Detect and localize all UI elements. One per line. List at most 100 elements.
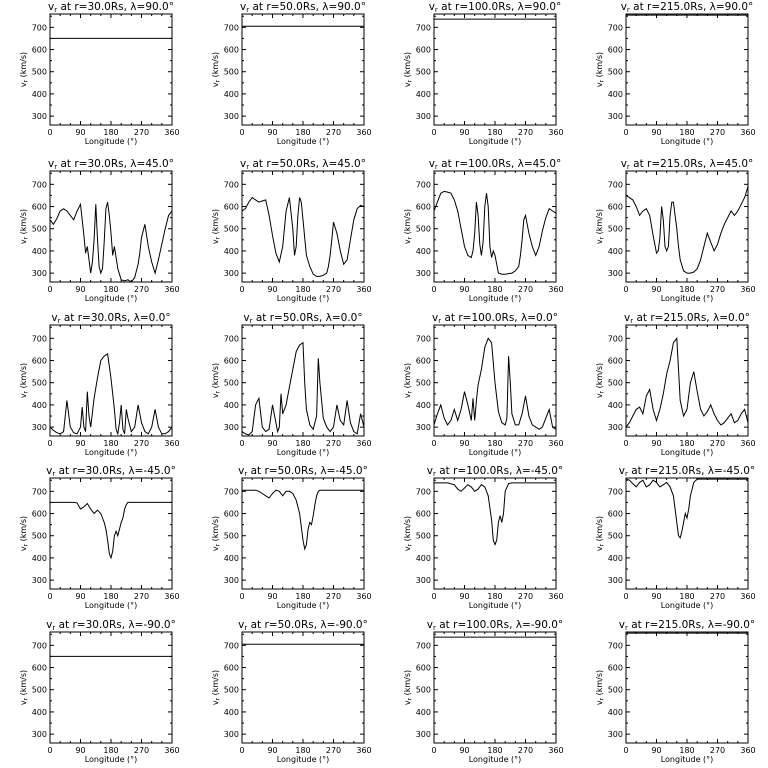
y-tick-label: 700 [608, 641, 623, 650]
plot-frame [241, 631, 365, 744]
y-tick-label: 600 [416, 203, 431, 212]
x-tick-label: 90 [267, 285, 277, 294]
x-tick-label: 90 [651, 439, 661, 448]
x-tick-label: 180 [487, 439, 502, 448]
x-tick-label: 270 [710, 592, 725, 601]
y-axis-label: vr (km/s) [403, 363, 414, 398]
x-axis-label: Longitude (°) [277, 137, 330, 146]
panel-3: vr at r=100.0Rs, λ=90.0° 0 90 180 270 360 300 4… [403, 1, 564, 146]
y-tick-label: 600 [32, 46, 47, 55]
series-line [241, 196, 365, 277]
y-tick-label: 700 [224, 641, 239, 650]
y-tick-label: 500 [416, 68, 431, 77]
y-tick-label: 500 [608, 225, 623, 234]
x-tick-label: 360 [548, 285, 563, 294]
y-tick-label: 500 [224, 68, 239, 77]
x-tick-label: 270 [326, 128, 341, 137]
y-tick-label: 400 [416, 554, 431, 563]
x-tick-label: 360 [548, 128, 563, 137]
y-tick-label: 400 [416, 708, 431, 717]
plot-frame [625, 13, 749, 126]
x-axis-label: Longitude (°) [85, 601, 138, 610]
y-axis-label: vr (km/s) [19, 52, 30, 87]
x-tick-label: 180 [103, 285, 118, 294]
y-tick-label: 600 [416, 664, 431, 673]
plot-frame [433, 170, 557, 283]
x-tick-label: 270 [710, 128, 725, 137]
x-tick-label: 270 [326, 285, 341, 294]
y-tick-label: 300 [608, 576, 623, 585]
x-axis-label: Longitude (°) [469, 294, 522, 303]
series-line [241, 341, 365, 436]
y-tick-label: 300 [608, 269, 623, 278]
x-tick-label: 0 [47, 439, 52, 448]
x-tick-label: 360 [356, 439, 371, 448]
x-tick-label: 90 [75, 439, 85, 448]
plot-frame [625, 477, 749, 590]
x-tick-label: 270 [518, 285, 533, 294]
plot-frame [433, 13, 557, 126]
x-tick-label: 0 [47, 746, 52, 755]
y-tick-label: 400 [32, 554, 47, 563]
x-tick-label: 0 [431, 746, 436, 755]
y-axis-label: vr (km/s) [595, 670, 606, 705]
y-tick-label: 500 [416, 225, 431, 234]
y-tick-label: 700 [416, 487, 431, 496]
y-axis-label: vr (km/s) [595, 52, 606, 87]
panel-title: vr at r=100.0Rs, λ=45.0° [429, 158, 562, 171]
x-tick-label: 270 [518, 128, 533, 137]
y-tick-label: 700 [416, 180, 431, 189]
x-tick-label: 0 [239, 439, 244, 448]
panel-1: vr at r=30.0Rs, λ=90.0° 0 90 180 270 360 300 40… [19, 1, 180, 146]
plot-frame [241, 477, 365, 590]
x-tick-label: 180 [679, 592, 694, 601]
y-tick-label: 500 [224, 686, 239, 695]
x-tick-label: 180 [487, 285, 502, 294]
x-tick-label: 180 [295, 746, 310, 755]
y-tick-label: 600 [608, 664, 623, 673]
y-tick-label: 400 [224, 90, 239, 99]
y-tick-label: 600 [608, 510, 623, 519]
x-tick-label: 90 [267, 439, 277, 448]
y-tick-label: 300 [416, 576, 431, 585]
x-tick-label: 180 [679, 746, 694, 755]
series-line [433, 337, 557, 430]
y-tick-label: 300 [608, 730, 623, 739]
x-tick-label: 0 [431, 128, 436, 137]
panel-title: vr at r=100.0Rs, λ=90.0° [429, 1, 562, 14]
x-tick-label: 270 [326, 746, 341, 755]
panel-6: vr at r=50.0Rs, λ=45.0° 0 90 180 270 360 300 40… [211, 158, 372, 303]
x-tick-label: 90 [267, 592, 277, 601]
y-tick-label: 400 [32, 90, 47, 99]
x-tick-label: 180 [295, 285, 310, 294]
y-tick-label: 500 [32, 225, 47, 234]
x-axis-label: Longitude (°) [469, 448, 522, 457]
panel-5: vr at r=30.0Rs, λ=45.0° 0 90 180 270 360 300 40… [19, 158, 180, 303]
y-tick-label: 500 [224, 225, 239, 234]
x-tick-label: 270 [710, 439, 725, 448]
series-line [49, 201, 173, 283]
x-tick-label: 0 [47, 592, 52, 601]
panel-13: vr at r=30.0Rs, λ=-45.0° 0 90 180 270 360 300 4… [19, 465, 180, 610]
y-tick-label: 600 [608, 46, 623, 55]
x-tick-label: 270 [326, 439, 341, 448]
y-tick-label: 700 [32, 23, 47, 32]
plot-frame [49, 477, 173, 590]
y-tick-label: 700 [32, 487, 47, 496]
y-axis-label: vr (km/s) [19, 363, 30, 398]
y-tick-label: 300 [224, 730, 239, 739]
y-tick-label: 500 [608, 379, 623, 388]
plot-frame [625, 170, 749, 283]
y-tick-label: 400 [416, 90, 431, 99]
x-tick-label: 270 [518, 746, 533, 755]
y-tick-label: 600 [32, 664, 47, 673]
panel-11: vr at r=100.0Rs, λ=0.0° 0 90 180 270 360 300 40… [403, 312, 564, 457]
y-tick-label: 300 [416, 730, 431, 739]
x-axis-label: Longitude (°) [661, 601, 714, 610]
x-tick-label: 270 [518, 439, 533, 448]
x-tick-label: 360 [164, 285, 179, 294]
y-axis-label: vr (km/s) [211, 363, 222, 398]
plot-frame [49, 631, 173, 744]
x-tick-label: 0 [623, 746, 628, 755]
panel-4: vr at r=215.0Rs, λ=90.0° 0 90 180 270 360 300 4… [595, 1, 756, 146]
